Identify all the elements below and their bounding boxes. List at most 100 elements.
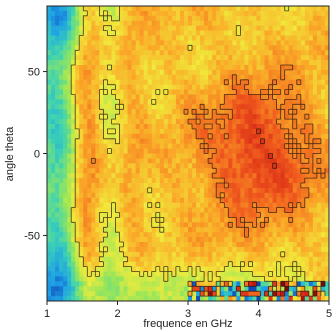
heat-cell (123, 50, 129, 56)
heat-cell (123, 119, 129, 125)
heat-cell (280, 84, 286, 91)
heat-cell (155, 133, 161, 140)
heat-cell (127, 173, 133, 179)
heat-cell (216, 197, 221, 204)
heat-cell (196, 227, 201, 233)
heat-cell (131, 261, 137, 268)
heat-cell (304, 173, 310, 179)
heat-cell (127, 187, 133, 194)
heat-cell (127, 183, 133, 189)
heat-cell (179, 104, 185, 110)
heat-cell (51, 109, 56, 115)
heat-cell (280, 207, 286, 214)
heat-cell (280, 183, 286, 189)
heat-cell (75, 128, 80, 135)
heat-cell (103, 89, 109, 96)
heat-cell (83, 60, 88, 66)
heat-cell (192, 119, 197, 125)
heat-cell (304, 261, 310, 268)
heat-cell (236, 212, 241, 219)
heat-cell (304, 89, 310, 96)
heat-cell (83, 69, 88, 76)
heat-cell (300, 163, 306, 169)
heat-cell (192, 197, 197, 204)
heat-cell (175, 296, 181, 301)
heat-cell (59, 94, 64, 101)
heat-cell (196, 197, 201, 204)
heat-cell (252, 104, 258, 110)
heat-cell (143, 128, 149, 135)
heat-cell (196, 246, 201, 253)
heat-cell (324, 158, 329, 164)
heat-cell (67, 242, 72, 248)
heat-cell (143, 217, 149, 223)
heat-cell (188, 286, 193, 292)
heat-cell (119, 232, 125, 238)
x-axis-title: frequence en GHz (143, 318, 232, 330)
heat-cell (216, 45, 221, 51)
heat-cell (232, 45, 237, 51)
heat-cell (135, 25, 141, 32)
heat-cell (123, 207, 129, 214)
heat-cell (63, 55, 68, 61)
heat-cell (147, 128, 153, 135)
heat-cell (119, 40, 125, 46)
heat-cell (91, 148, 96, 155)
heat-cell (131, 163, 137, 169)
heat-cell (192, 281, 197, 287)
heat-cell (91, 114, 96, 120)
heat-cell (312, 163, 318, 169)
heat-cell (244, 197, 250, 204)
heat-cell (248, 256, 254, 263)
heat-cell (103, 163, 109, 169)
heat-cell (167, 291, 173, 297)
heat-cell (200, 158, 205, 164)
heat-cell (240, 84, 245, 91)
heat-cell (220, 114, 225, 120)
heat-cell (256, 296, 262, 301)
heat-cell (304, 227, 310, 233)
heat-cell (67, 10, 72, 17)
heat-cell (143, 124, 149, 130)
heat-cell (107, 109, 113, 115)
heat-cell (139, 89, 145, 96)
heat-cell (304, 207, 310, 214)
heat-cell (324, 25, 329, 32)
heat-cell (192, 50, 197, 56)
heat-cell (236, 50, 241, 56)
heat-cell (143, 45, 149, 51)
heat-cell (188, 168, 193, 174)
heat-cell (63, 74, 68, 81)
heat-cell (63, 15, 68, 22)
heat-cell (260, 99, 266, 105)
heat-cell (63, 133, 68, 140)
heat-cell (256, 202, 262, 209)
heat-cell (308, 30, 314, 37)
heat-cell (316, 246, 322, 253)
heat-cell (55, 261, 60, 268)
heat-cell (320, 197, 326, 204)
heat-cell (200, 50, 205, 56)
heat-cell (91, 291, 96, 297)
heat-cell (204, 143, 209, 150)
heat-cell (83, 197, 88, 204)
heat-cell (284, 212, 290, 219)
heat-cell (300, 256, 306, 263)
heat-cell (276, 94, 282, 101)
heat-cell (252, 45, 258, 51)
heat-cell (139, 40, 145, 46)
heat-cell (151, 60, 157, 66)
heat-cell (167, 30, 173, 37)
heat-cell (63, 119, 68, 125)
heat-cell (79, 25, 84, 32)
heat-cell (212, 261, 217, 268)
heat-cell (236, 74, 241, 81)
heat-cell (175, 222, 181, 228)
heat-cell (212, 50, 217, 56)
heat-cell (192, 20, 197, 27)
heat-cell (208, 207, 213, 214)
heat-cell (244, 202, 250, 209)
heat-cell (99, 20, 104, 27)
heat-cell (179, 173, 185, 179)
heat-cell (200, 256, 205, 263)
